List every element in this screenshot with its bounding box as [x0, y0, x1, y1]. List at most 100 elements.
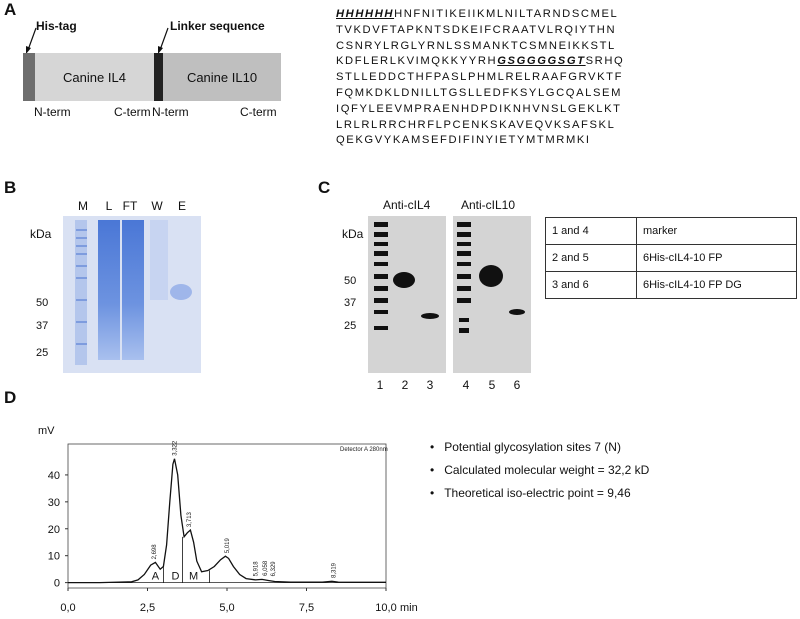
chromatogram-trace — [68, 458, 386, 584]
peak-label: 2,698 — [152, 544, 158, 560]
western-blot-il10 — [453, 216, 531, 373]
coomassie-gel — [63, 216, 201, 373]
cterm-label-2: C-term — [240, 105, 277, 119]
sequence-line: CSNRYLRGLYRNLSSMANKTCSMNEIKKSTL — [336, 39, 624, 55]
x-axis-label: min — [400, 602, 418, 614]
y-tick-label: 20 — [48, 524, 60, 536]
linker-label: Linker sequence — [170, 19, 265, 33]
anti-cil10-label: Anti-cIL10 — [461, 198, 516, 212]
lane-b-w: W — [151, 199, 163, 213]
lane-c-5: 5 — [488, 378, 496, 392]
y-axis-label: mV — [38, 425, 55, 437]
legend-desc: 6His-cIL4-10 FP DG — [636, 271, 797, 299]
sequence-text: SRHQ — [585, 55, 625, 68]
lane-c-2: 2 — [401, 378, 409, 392]
legend-desc: marker — [636, 217, 797, 245]
bullet-list: • Potential glycosylation sites 7 (N) • … — [430, 440, 649, 500]
panel-letter-a: A — [4, 0, 17, 19]
nterm-label-1: N-term — [34, 105, 71, 119]
his-tag-label: His-tag — [36, 19, 77, 33]
region-label: M — [189, 571, 198, 583]
sequence-text: HNFNITIKEIIKMLNILTARNDSCMEL — [394, 8, 619, 20]
chromatogram-chart: Detector A 280nm mV 0 10 20 30 40 0,0 2,5 5,0 7,5 1… — [38, 425, 418, 614]
legend-lanes: 2 and 5 — [545, 244, 637, 272]
panel-letter-c: C — [318, 178, 331, 197]
lane-c-4: 4 — [462, 378, 470, 392]
his-tag-block — [23, 53, 35, 101]
peak-label: 3,713 — [187, 511, 193, 527]
plot-frame — [67, 443, 387, 589]
lane-c-1: 1 — [376, 378, 384, 392]
x-tick-label: 5,0 — [219, 602, 234, 614]
peak-label: 3,322 — [173, 440, 179, 456]
x-tick-label: 2,5 — [140, 602, 155, 614]
peak-label: 5,019 — [225, 538, 231, 554]
lane-b-l: L — [105, 199, 113, 213]
sequence-text: CSNRYLRGLYRNLSSMANKTCSMNEIKKSTL — [336, 39, 616, 52]
bullet-item: • Theoretical iso-electric point = 9,46 — [430, 486, 631, 500]
sequence-line: FQMKDKLDNILLTGSLLEDFKSYLGCQALSEM — [336, 86, 624, 102]
marker-c-50: 50 — [344, 275, 357, 287]
bullet-text: Theoretical iso-electric point = 9,46 — [444, 486, 631, 500]
bullet-text: Potential glycosylation sites 7 (N) — [444, 440, 621, 454]
lane-b-m: M — [78, 199, 88, 213]
sequence-line: IQFYLEEVMPRAENHDPDIKNHVNSLGEKLKT — [336, 102, 624, 118]
legend-row: 2 and 5 6His-cIL4-10 FP — [545, 244, 797, 272]
legend-row: 1 and 4 marker — [545, 217, 797, 245]
marker-c-25: 25 — [344, 320, 357, 332]
sequence-line: TVKDVFTAPKNTSDKEIFCRAATVLRQIYTHN — [336, 23, 624, 39]
lane-c-3: 3 — [426, 378, 434, 392]
sequence-line: QEKGVYKAMSEFDIFINYIETYMTMRMKI — [336, 133, 624, 149]
marker-b-50: 50 — [36, 297, 49, 309]
detector-label: Detector A 280nm — [340, 447, 388, 453]
sequence-tag: HHHHHH — [336, 8, 395, 20]
peak-label: 6,058 — [263, 560, 269, 576]
peak-label: 8,319 — [332, 562, 338, 578]
lane-b-e: E — [177, 199, 186, 213]
y-tick-label: 40 — [48, 470, 60, 482]
region-label: D — [172, 571, 180, 583]
x-tick-label: 10,0 — [375, 602, 396, 614]
sequence-tag: GSGGGGSGT — [497, 55, 586, 68]
cterm-label-1: C-term — [114, 105, 151, 119]
peak-label: 6,329 — [271, 561, 277, 577]
sequence-text: TVKDVFTAPKNTSDKEIFCRAATVLRQIYTHN — [336, 23, 617, 36]
nterm-label-2: N-term — [152, 105, 189, 119]
legend-lanes: 3 and 6 — [545, 271, 637, 299]
peak-label: 5,918 — [254, 561, 260, 577]
il10-block: Canine IL10 — [163, 53, 281, 101]
marker-c-37: 37 — [344, 297, 357, 309]
linker-block — [154, 53, 163, 101]
bullet-text: Calculated molecular weight = 32,2 kD — [444, 463, 650, 477]
legend-row: 3 and 6 6His-cIL4-10 FP DG — [545, 271, 797, 299]
sequence-line: LRLRLRRCHRFLPCENKSKAVEQVKSAFSKL — [336, 118, 624, 134]
y-tick-label: 0 — [54, 578, 60, 590]
marker-b-25: 25 — [36, 347, 49, 359]
il10-label: Canine IL10 — [186, 69, 258, 85]
x-tick-label: 0,0 — [60, 602, 75, 614]
lane-legend-table: 1 and 4 marker 2 and 5 6His-cIL4-10 FP 3 a… — [545, 217, 797, 299]
x-tick-label: 7,5 — [299, 602, 314, 614]
sequence-line: STLLEDDCTHFPASLPHMLRELRAAFGRVKTF — [336, 70, 624, 86]
sequence-text: KDFLERLKVIMQKKYYRH — [336, 55, 498, 68]
region-label: A — [152, 571, 160, 583]
sequence-line: HHHHHHHNFNITIKEIIKMLNILTARNDSCMEL — [336, 7, 624, 23]
sequence-text: IQFYLEEVMPRAENHDPDIKNHVNSLGEKLKT — [336, 102, 622, 115]
bullet-item: • Potential glycosylation sites 7 (N) — [430, 440, 621, 454]
legend-lanes: 1 and 4 — [545, 217, 637, 245]
panel-letter-b: B — [4, 178, 17, 197]
bullet-item: • Calculated molecular weight = 32,2 kD — [430, 463, 650, 477]
panel-letter-d: D — [4, 388, 17, 407]
sequence-text: STLLEDDCTHFPASLPHMLRELRAAFGRVKTF — [336, 71, 624, 84]
sequence-text: QEKGVYKAMSEFDIFINYIETYMTMRMKI — [336, 134, 591, 147]
anti-cil4-label: Anti-cIL4 — [383, 198, 431, 212]
protein-sequence: HHHHHHHNFNITIKEIIKMLNILTARNDSCMEL TVKDVFT… — [336, 7, 624, 149]
sequence-text: LRLRLRRCHRFLPCENKSKAVEQVKSAFSKL — [336, 118, 616, 131]
sequence-text: FQMKDKLDNILLTGSLLEDFKSYLGCQALSEM — [336, 86, 622, 99]
sequence-line: KDFLERLKVIMQKKYYRHGSGGGGSGTSRHQ — [336, 54, 624, 70]
western-blot-il4 — [368, 216, 446, 373]
y-tick-label: 30 — [48, 497, 60, 509]
kda-label-c: kDa — [342, 227, 364, 241]
kda-label-b: kDa — [30, 227, 52, 241]
